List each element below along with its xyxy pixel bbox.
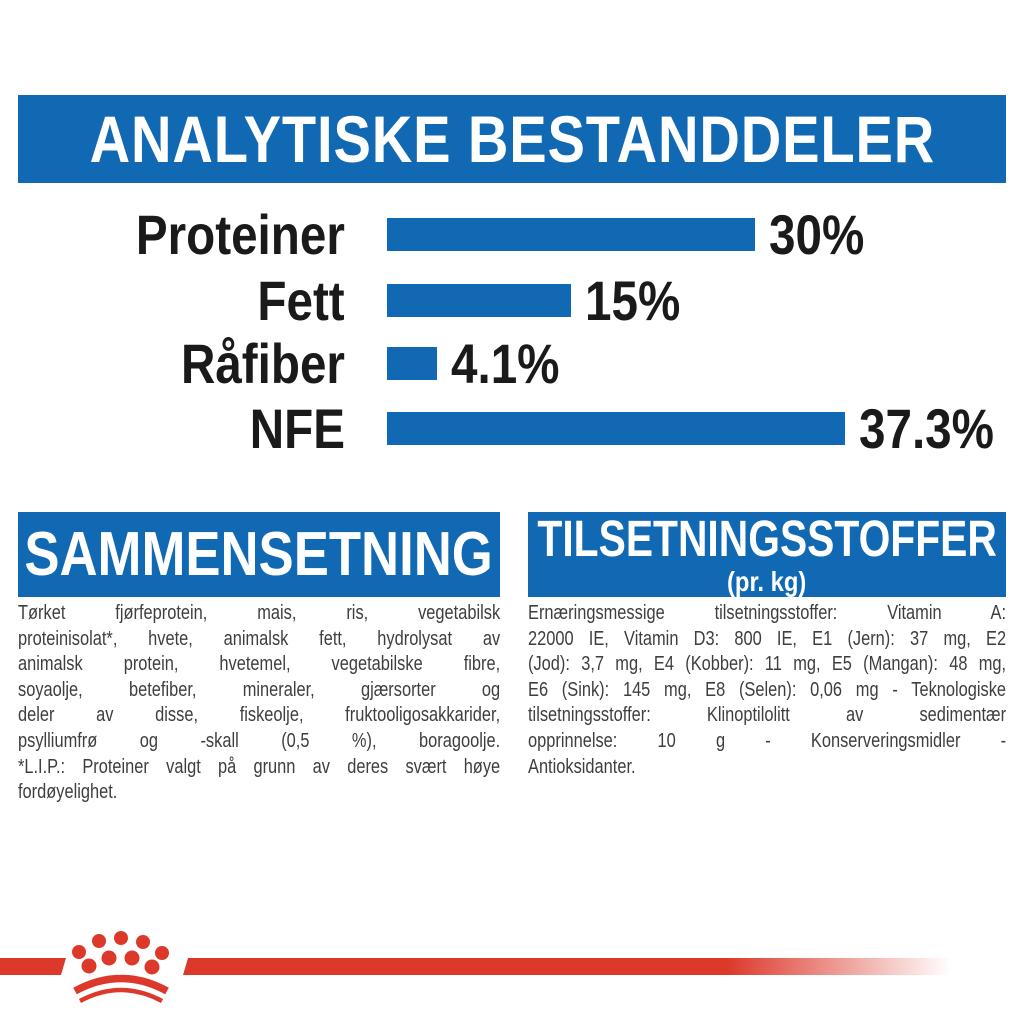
composition-text: Tørket fjørfeprotein, mais, ris, vegetab…	[18, 601, 500, 806]
chart-bar	[387, 412, 845, 445]
additives-title: TILSETNINGSSTOFFER	[537, 510, 997, 567]
additives-subtitle: (pr. kg)	[727, 566, 807, 597]
composition-header: SAMMENSETNING	[18, 512, 500, 597]
composition-line: soyaolje, betefiber, mineraler, gjærsort…	[18, 678, 501, 701]
chart-bar	[387, 218, 755, 251]
additives-line: Antioksidanter.	[528, 755, 636, 778]
chart-category-label: NFE	[249, 397, 345, 460]
brand-rule-left	[0, 958, 66, 975]
chart-value-label: 4.1%	[451, 332, 560, 395]
analytical-constituents-header: ANALYTISKE BESTANDDELER	[18, 95, 1006, 183]
composition-line: deler av disse, fiskeolje, fruktooligosa…	[18, 704, 501, 727]
chart-value-label: 30%	[769, 203, 865, 266]
chart-value-label: 37.3%	[859, 397, 994, 460]
additives-line: 22000 IE, Vitamin D3: 800 IE, E1 (Jern):…	[528, 627, 1007, 650]
chart-category-label: Råfiber	[181, 332, 345, 395]
chart-row: Råfiber 4.1%	[0, 332, 579, 395]
chart-bar	[387, 347, 437, 380]
composition-line: proteinisolat*, hvete, animalsk fett, hy…	[18, 627, 501, 650]
composition-line: Tørket fjørfeprotein, mais, ris, vegetab…	[18, 602, 501, 624]
additives-text: Ernæringsmessige tilsetningsstoffer: Vit…	[528, 601, 1006, 780]
chart-category-label: Proteiner	[136, 203, 345, 266]
chart-row: Fett 15%	[0, 269, 697, 332]
composition-title: SAMMENSETNING	[24, 519, 494, 589]
composition-line: *L.I.P.: Proteiner valgt på grunn av der…	[18, 755, 501, 778]
additives-header: TILSETNINGSSTOFFER (pr. kg)	[528, 512, 1006, 597]
additives-line: Ernæringsmessige tilsetningsstoffer: Vit…	[528, 602, 1007, 624]
brand-rule-right	[183, 958, 983, 975]
chart-value-label: 15%	[585, 269, 681, 332]
composition-line: psylliumfrø og -skall (0,5 %), boragoolj…	[18, 729, 501, 752]
chart-row: Proteiner 30%	[0, 203, 881, 266]
chart-bar	[387, 284, 571, 317]
additives-line: E6 (Sink): 145 mg, E8 (Selen): 0,06 mg -…	[528, 678, 1007, 701]
additives-line: tilsetningsstoffer: Klinoptilolitt av se…	[528, 704, 1007, 727]
additives-line: (Jod): 3,7 mg, E4 (Kobber): 11 mg, E5 (M…	[528, 653, 1007, 676]
royal-canin-crown-icon	[72, 931, 169, 1003]
chart-row: NFE 37.3%	[0, 397, 1018, 460]
chart-category-label: Fett	[257, 269, 345, 332]
analytical-constituents-title: ANALYTISKE BESTANDDELER	[89, 102, 935, 176]
composition-line: animalsk protein, hvetemel, vegetabilske…	[18, 653, 501, 676]
additives-line: opprinnelse: 10 g - Konserveringsmidler …	[528, 729, 1007, 752]
composition-line: fordøyelighet.	[18, 781, 118, 804]
